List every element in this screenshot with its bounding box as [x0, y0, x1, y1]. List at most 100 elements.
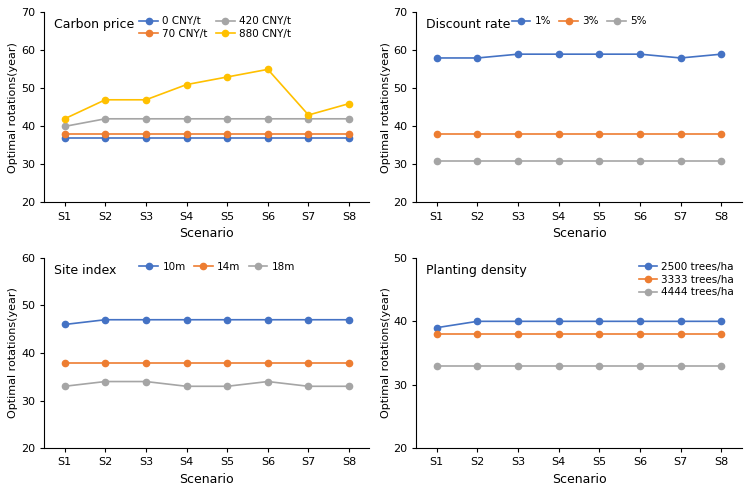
3333 trees/ha — [514, 331, 523, 337]
10m — [304, 317, 313, 323]
Line: 880 CNY/t: 880 CNY/t — [62, 66, 352, 122]
14m — [142, 360, 151, 366]
Line: 3333 trees/ha: 3333 trees/ha — [433, 331, 724, 337]
70 CNY/t — [142, 131, 151, 137]
X-axis label: Scenario: Scenario — [179, 227, 234, 240]
1% — [432, 55, 441, 61]
Legend: 2500 trees/ha, 3333 trees/ha, 4444 trees/ha: 2500 trees/ha, 3333 trees/ha, 4444 trees… — [634, 258, 739, 301]
3% — [473, 131, 482, 137]
Y-axis label: Optimal rotations(year): Optimal rotations(year) — [380, 288, 391, 418]
420 CNY/t — [60, 124, 69, 129]
880 CNY/t — [100, 97, 109, 103]
4444 trees/ha — [717, 363, 726, 369]
Line: 1%: 1% — [433, 51, 724, 61]
1% — [554, 51, 563, 57]
5% — [717, 158, 726, 164]
Text: Discount rate: Discount rate — [426, 18, 511, 31]
5% — [595, 158, 604, 164]
0 CNY/t — [100, 135, 109, 141]
3% — [717, 131, 726, 137]
3% — [595, 131, 604, 137]
1% — [514, 51, 523, 57]
14m — [182, 360, 191, 366]
3333 trees/ha — [676, 331, 686, 337]
Line: 70 CNY/t: 70 CNY/t — [62, 131, 352, 137]
18m — [142, 378, 151, 384]
X-axis label: Scenario: Scenario — [179, 473, 234, 486]
880 CNY/t — [223, 74, 232, 80]
0 CNY/t — [304, 135, 313, 141]
70 CNY/t — [263, 131, 272, 137]
1% — [635, 51, 644, 57]
Line: 3%: 3% — [433, 131, 724, 137]
Legend: 1%, 3%, 5%: 1%, 3%, 5% — [508, 12, 651, 31]
18m — [100, 378, 109, 384]
880 CNY/t — [304, 112, 313, 118]
4444 trees/ha — [676, 363, 686, 369]
10m — [223, 317, 232, 323]
Text: Carbon price: Carbon price — [54, 18, 134, 31]
2500 trees/ha — [635, 318, 644, 324]
880 CNY/t — [142, 97, 151, 103]
14m — [304, 360, 313, 366]
4444 trees/ha — [473, 363, 482, 369]
18m — [223, 383, 232, 389]
Legend: 0 CNY/t, 70 CNY/t, 420 CNY/t, 880 CNY/t: 0 CNY/t, 70 CNY/t, 420 CNY/t, 880 CNY/t — [135, 12, 296, 43]
10m — [60, 322, 69, 328]
3% — [432, 131, 441, 137]
X-axis label: Scenario: Scenario — [552, 227, 607, 240]
880 CNY/t — [182, 82, 191, 87]
Legend: 10m, 14m, 18m: 10m, 14m, 18m — [135, 258, 299, 276]
10m — [142, 317, 151, 323]
420 CNY/t — [142, 116, 151, 122]
14m — [223, 360, 232, 366]
4444 trees/ha — [432, 363, 441, 369]
Line: 10m: 10m — [62, 317, 352, 328]
Line: 2500 trees/ha: 2500 trees/ha — [433, 318, 724, 331]
420 CNY/t — [304, 116, 313, 122]
Line: 18m: 18m — [62, 378, 352, 389]
18m — [344, 383, 353, 389]
5% — [514, 158, 523, 164]
2500 trees/ha — [595, 318, 604, 324]
0 CNY/t — [263, 135, 272, 141]
14m — [344, 360, 353, 366]
3333 trees/ha — [635, 331, 644, 337]
Line: 0 CNY/t: 0 CNY/t — [62, 135, 352, 141]
Text: Site index: Site index — [54, 264, 116, 277]
880 CNY/t — [344, 101, 353, 107]
3% — [514, 131, 523, 137]
18m — [182, 383, 191, 389]
4444 trees/ha — [554, 363, 563, 369]
Line: 14m: 14m — [62, 360, 352, 366]
880 CNY/t — [60, 116, 69, 122]
70 CNY/t — [100, 131, 109, 137]
5% — [635, 158, 644, 164]
420 CNY/t — [182, 116, 191, 122]
3% — [676, 131, 686, 137]
3333 trees/ha — [432, 331, 441, 337]
14m — [60, 360, 69, 366]
Line: 5%: 5% — [433, 158, 724, 164]
18m — [60, 383, 69, 389]
420 CNY/t — [223, 116, 232, 122]
420 CNY/t — [344, 116, 353, 122]
1% — [595, 51, 604, 57]
Line: 420 CNY/t: 420 CNY/t — [62, 116, 352, 129]
10m — [100, 317, 109, 323]
0 CNY/t — [223, 135, 232, 141]
5% — [432, 158, 441, 164]
18m — [263, 378, 272, 384]
4444 trees/ha — [635, 363, 644, 369]
880 CNY/t — [263, 66, 272, 72]
0 CNY/t — [142, 135, 151, 141]
70 CNY/t — [182, 131, 191, 137]
4444 trees/ha — [595, 363, 604, 369]
Line: 4444 trees/ha: 4444 trees/ha — [433, 363, 724, 369]
3333 trees/ha — [554, 331, 563, 337]
2500 trees/ha — [554, 318, 563, 324]
14m — [263, 360, 272, 366]
3% — [635, 131, 644, 137]
420 CNY/t — [100, 116, 109, 122]
18m — [304, 383, 313, 389]
